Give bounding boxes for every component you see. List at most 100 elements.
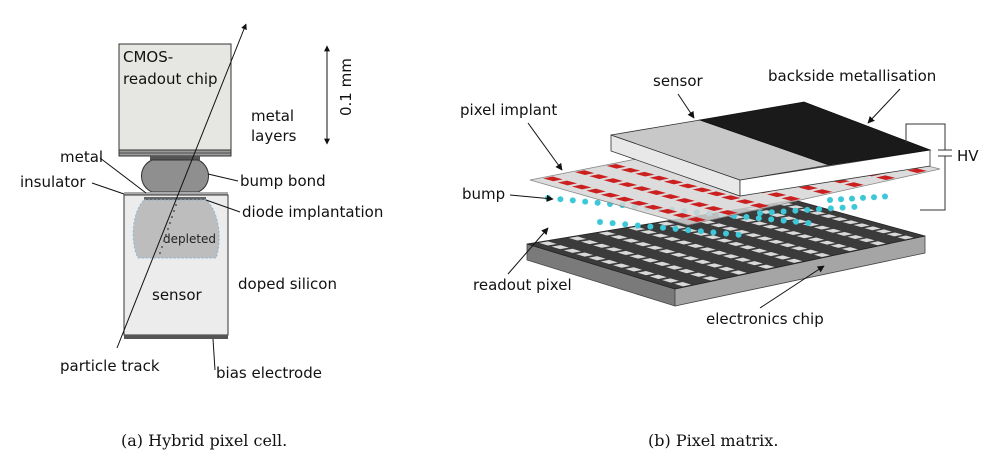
metal-layers-label-1: metal	[251, 107, 294, 125]
pixel-implant	[767, 192, 787, 198]
pixel-implant	[907, 168, 927, 174]
readout-pad	[819, 240, 836, 245]
cmos-chip-label-2: readout chip	[123, 70, 218, 88]
pixel-implant	[875, 175, 896, 181]
bump-dot	[735, 231, 742, 238]
readout-pad	[670, 252, 688, 257]
doped-silicon-label: doped silicon	[238, 275, 337, 293]
readout-pad	[869, 241, 886, 246]
readout-pad	[787, 205, 804, 209]
pixel-implant	[658, 208, 678, 214]
pixel-implant	[675, 198, 695, 203]
pixel-implant	[603, 178, 624, 183]
readout-pad	[746, 261, 763, 266]
bump-dot	[723, 230, 729, 237]
readout-pad	[617, 250, 635, 256]
bump-dot	[597, 219, 603, 225]
panel-a: CMOS- readout chip depleted sensor 0	[20, 23, 383, 450]
bump-dot	[660, 224, 666, 231]
readout-pad	[762, 252, 780, 257]
readout-pad	[658, 249, 676, 254]
readout-pad	[675, 240, 693, 245]
depleted-region	[132, 199, 220, 259]
bump-dot	[793, 218, 799, 225]
sensor-label: sensor	[152, 286, 203, 304]
bump-label: bump	[462, 185, 505, 203]
readout-pad	[710, 250, 728, 255]
pixel-implant	[635, 171, 655, 177]
cmos-chip	[118, 43, 232, 151]
readout-pad	[563, 248, 582, 253]
pixel-implant	[617, 182, 638, 187]
readout-pad	[674, 282, 692, 287]
readout-pad	[864, 226, 881, 231]
readout-pad	[730, 270, 747, 275]
bias-electrode-label: bias electrode	[216, 364, 322, 382]
readout-pad	[733, 229, 751, 234]
pixel-implant-label: pixel implant	[460, 101, 557, 119]
pixel-implant	[571, 184, 592, 190]
readout-pad	[600, 259, 618, 265]
readout-pad	[663, 237, 681, 241]
bump-dot	[839, 204, 846, 211]
readout-pad	[744, 233, 762, 238]
readout-pad	[802, 249, 819, 254]
pixel-implant	[781, 196, 801, 201]
sensor-side-face	[739, 149, 931, 197]
bump-dot	[743, 214, 750, 221]
readout-pad	[853, 223, 870, 228]
particle-track	[116, 23, 247, 349]
cmos-chip-label-1: CMOS-	[123, 48, 173, 66]
caption-a: (a) Hybrid pixel cell.	[121, 431, 287, 450]
bump-dot	[849, 195, 855, 202]
bump-dot	[804, 206, 811, 213]
pixel-implant	[706, 191, 727, 197]
pixel-implant	[629, 200, 649, 206]
sensor-label-b: sensor	[653, 72, 704, 90]
readout-pad	[576, 252, 594, 257]
readout-pad	[750, 248, 768, 253]
pixel-implant	[686, 217, 707, 222]
readout-pad	[662, 278, 679, 283]
readout-pad	[588, 256, 606, 261]
readout-pad	[651, 233, 669, 238]
bump-dot	[569, 197, 576, 204]
bump-dot	[672, 225, 679, 232]
readout-pad	[830, 243, 847, 248]
chip-pad	[150, 156, 200, 160]
readout-pad	[841, 247, 859, 252]
diode-implantation-label: diode implantation	[242, 203, 383, 221]
readout-pad	[751, 221, 768, 226]
readout-pad	[639, 230, 658, 235]
pixel-implant	[589, 174, 609, 179]
readout-pad	[767, 239, 785, 244]
bump-dot	[780, 208, 787, 215]
readout-pads	[539, 202, 914, 287]
backside-metallisation-label: backside metallisation	[768, 67, 936, 85]
readout-pad	[790, 246, 808, 251]
readout-pad	[687, 243, 705, 248]
bump-dot	[768, 216, 775, 223]
readout-pad	[875, 229, 892, 234]
readout-pad	[665, 265, 683, 270]
readout-pixel-label: readout pixel	[473, 276, 572, 294]
bump-dot	[882, 193, 888, 200]
insulator-label: insulator	[20, 173, 86, 191]
pixel-implant	[557, 180, 578, 186]
readout-pad	[722, 254, 740, 259]
bump-dot	[792, 207, 799, 214]
pixel-implant	[678, 183, 698, 189]
scale-label: 0.1 mm	[337, 58, 355, 116]
hv-wire	[905, 123, 946, 150]
readout-pad	[580, 240, 599, 245]
readout-pad	[807, 237, 825, 242]
pixel-implant	[606, 164, 626, 169]
pixel-implant	[663, 179, 684, 185]
readout-pad	[694, 259, 712, 264]
caption-b: (b) Pixel matrix.	[648, 431, 778, 450]
readout-pad	[739, 245, 757, 250]
readout-pad	[706, 263, 723, 268]
depleted-label: depleted	[163, 232, 216, 246]
